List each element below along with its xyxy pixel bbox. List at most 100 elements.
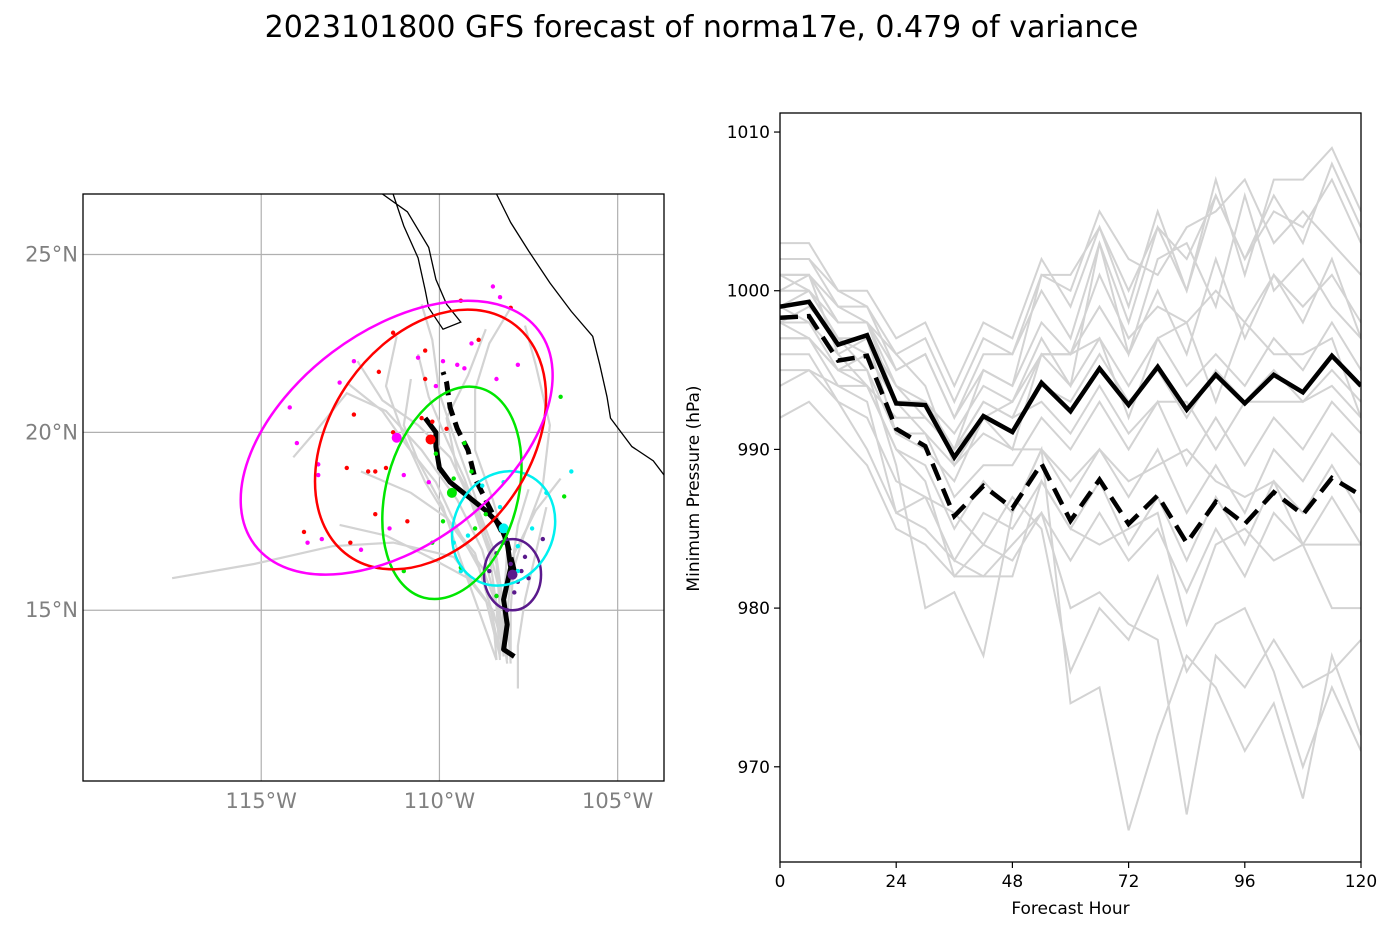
position-point-hour-120 (305, 540, 310, 545)
position-point-hour-120 (415, 355, 421, 360)
member-pressure-line (780, 289, 1361, 831)
position-point-hour-120 (490, 284, 496, 289)
position-point-hour-120 (316, 472, 321, 478)
member-pressure-line (780, 321, 1361, 499)
position-point-hour-120 (387, 526, 392, 531)
position-point-hour-48 (497, 504, 503, 510)
position-point-hour-96 (344, 465, 349, 471)
position-point-hour-48 (529, 526, 535, 531)
pressure-xtick-label: 72 (1118, 872, 1140, 892)
position-point-hour-96 (422, 376, 428, 382)
position-point-hour-120 (351, 359, 357, 364)
position-point-hour-96 (430, 419, 435, 424)
pressure-ytick-label: 1000 (727, 282, 770, 302)
y-axis-label: Minimum Pressure (hPa) (684, 385, 704, 591)
member-pressure-line (780, 353, 1361, 770)
position-point-hour-72 (451, 476, 456, 481)
x-axis-label: Forecast Hour (1011, 899, 1129, 919)
pressure-xtick-label: 96 (1234, 872, 1256, 892)
position-point-hour-120 (401, 472, 406, 478)
position-point-hour-120 (455, 362, 460, 367)
member-pressure-line (780, 368, 1361, 452)
pressure-ytick-label: 970 (738, 758, 770, 778)
map-ytick-label: 20°N (25, 420, 78, 444)
ellipse-center-hour-120 (391, 432, 402, 443)
ellipse-center-hour-24 (507, 569, 518, 580)
ensemble-track (339, 523, 505, 650)
member-pressure-line (780, 400, 1361, 595)
position-point-hour-96 (373, 511, 378, 517)
mean-track-solid (423, 416, 516, 659)
position-point-hour-72 (469, 469, 474, 474)
ensemble-track (420, 303, 509, 661)
coastline-baja (382, 194, 462, 330)
ensemble-track (171, 541, 502, 657)
pressure-xtick-label: 24 (885, 872, 907, 892)
ensemble-track (402, 378, 498, 661)
position-point-hour-72 (440, 519, 446, 524)
position-point-hour-24 (487, 568, 492, 574)
map-xtick-label: 115°W (226, 789, 298, 813)
position-point-hour-120 (294, 440, 300, 446)
position-point-hour-96 (390, 330, 396, 335)
position-point-hour-24 (522, 554, 528, 560)
member-pressure-line (780, 146, 1361, 405)
position-point-hour-72 (558, 394, 563, 399)
position-point-hour-96 (351, 412, 357, 417)
position-point-hour-120 (426, 479, 431, 485)
position-point-hour-48 (569, 469, 574, 474)
spread-ellipse-hour-120 (239, 299, 554, 576)
coastline-mainland (495, 194, 664, 476)
position-point-hour-96 (419, 415, 424, 421)
position-point-hour-120 (433, 383, 439, 389)
position-point-hour-24 (526, 576, 531, 581)
track-map-panel: 115°W 110°W 105°W 15°N 20°N 25°N (25, 193, 665, 813)
position-point-hour-120 (469, 341, 474, 346)
map-plot-area (83, 194, 664, 781)
position-point-hour-96 (405, 519, 410, 524)
spread-ellipse-hour-48 (450, 469, 557, 587)
position-point-hour-120 (440, 359, 446, 364)
position-point-hour-72 (433, 451, 439, 456)
map-xtick-label: 110°W (404, 789, 476, 813)
position-point-hour-96 (301, 529, 307, 535)
position-point-hour-48 (480, 483, 485, 488)
pressure-xtick-label: 120 (1345, 872, 1377, 892)
mean-pressure-line-solid (780, 299, 1361, 462)
ensemble-track (516, 506, 548, 689)
position-point-hour-96 (383, 465, 389, 471)
member-pressure-line (780, 305, 1361, 628)
pressure-ytick-label: 980 (738, 599, 770, 619)
member-pressure-line (780, 337, 1361, 815)
pressure-xtick-label: 0 (775, 872, 786, 892)
position-point-hour-48 (465, 533, 471, 538)
member-pressure-line (780, 321, 1361, 546)
figure-title: 2023101800 GFS forecast of norma17e, 0.4… (264, 10, 1139, 45)
spread-ellipse-hour-72 (381, 385, 523, 601)
map-ytick-label: 25°N (25, 242, 78, 266)
member-pressure-line (780, 177, 1361, 421)
ellipse-center-hour-96 (425, 434, 436, 445)
position-point-hour-120 (462, 366, 467, 371)
position-point-hour-96 (444, 426, 449, 431)
spread-ellipse-hour-96 (313, 308, 548, 571)
position-point-hour-120 (337, 380, 342, 385)
map-frame (82, 193, 665, 782)
pressure-xtick-label: 48 (1002, 872, 1024, 892)
pressure-chart-panel: 0 24 48 72 96 120 970 980 990 1000 1010 Forecast Ho… (684, 112, 1377, 919)
position-point-hour-120 (494, 376, 499, 382)
position-point-hour-96 (476, 337, 481, 343)
position-point-hour-96 (422, 348, 428, 353)
position-point-hour-120 (358, 547, 364, 552)
position-point-hour-24 (508, 561, 513, 567)
position-point-hour-72 (472, 526, 478, 531)
map-xtick-label: 105°W (582, 789, 654, 813)
position-point-hour-120 (497, 294, 503, 300)
position-point-hour-120 (287, 405, 292, 410)
map-ytick-label: 15°N (25, 598, 78, 622)
position-point-hour-72 (561, 494, 567, 499)
member-pressure-line (780, 161, 1361, 389)
member-pressure-line (780, 272, 1361, 452)
position-point-hour-48 (458, 568, 464, 574)
spread-ellipse-hour-24 (482, 537, 543, 612)
